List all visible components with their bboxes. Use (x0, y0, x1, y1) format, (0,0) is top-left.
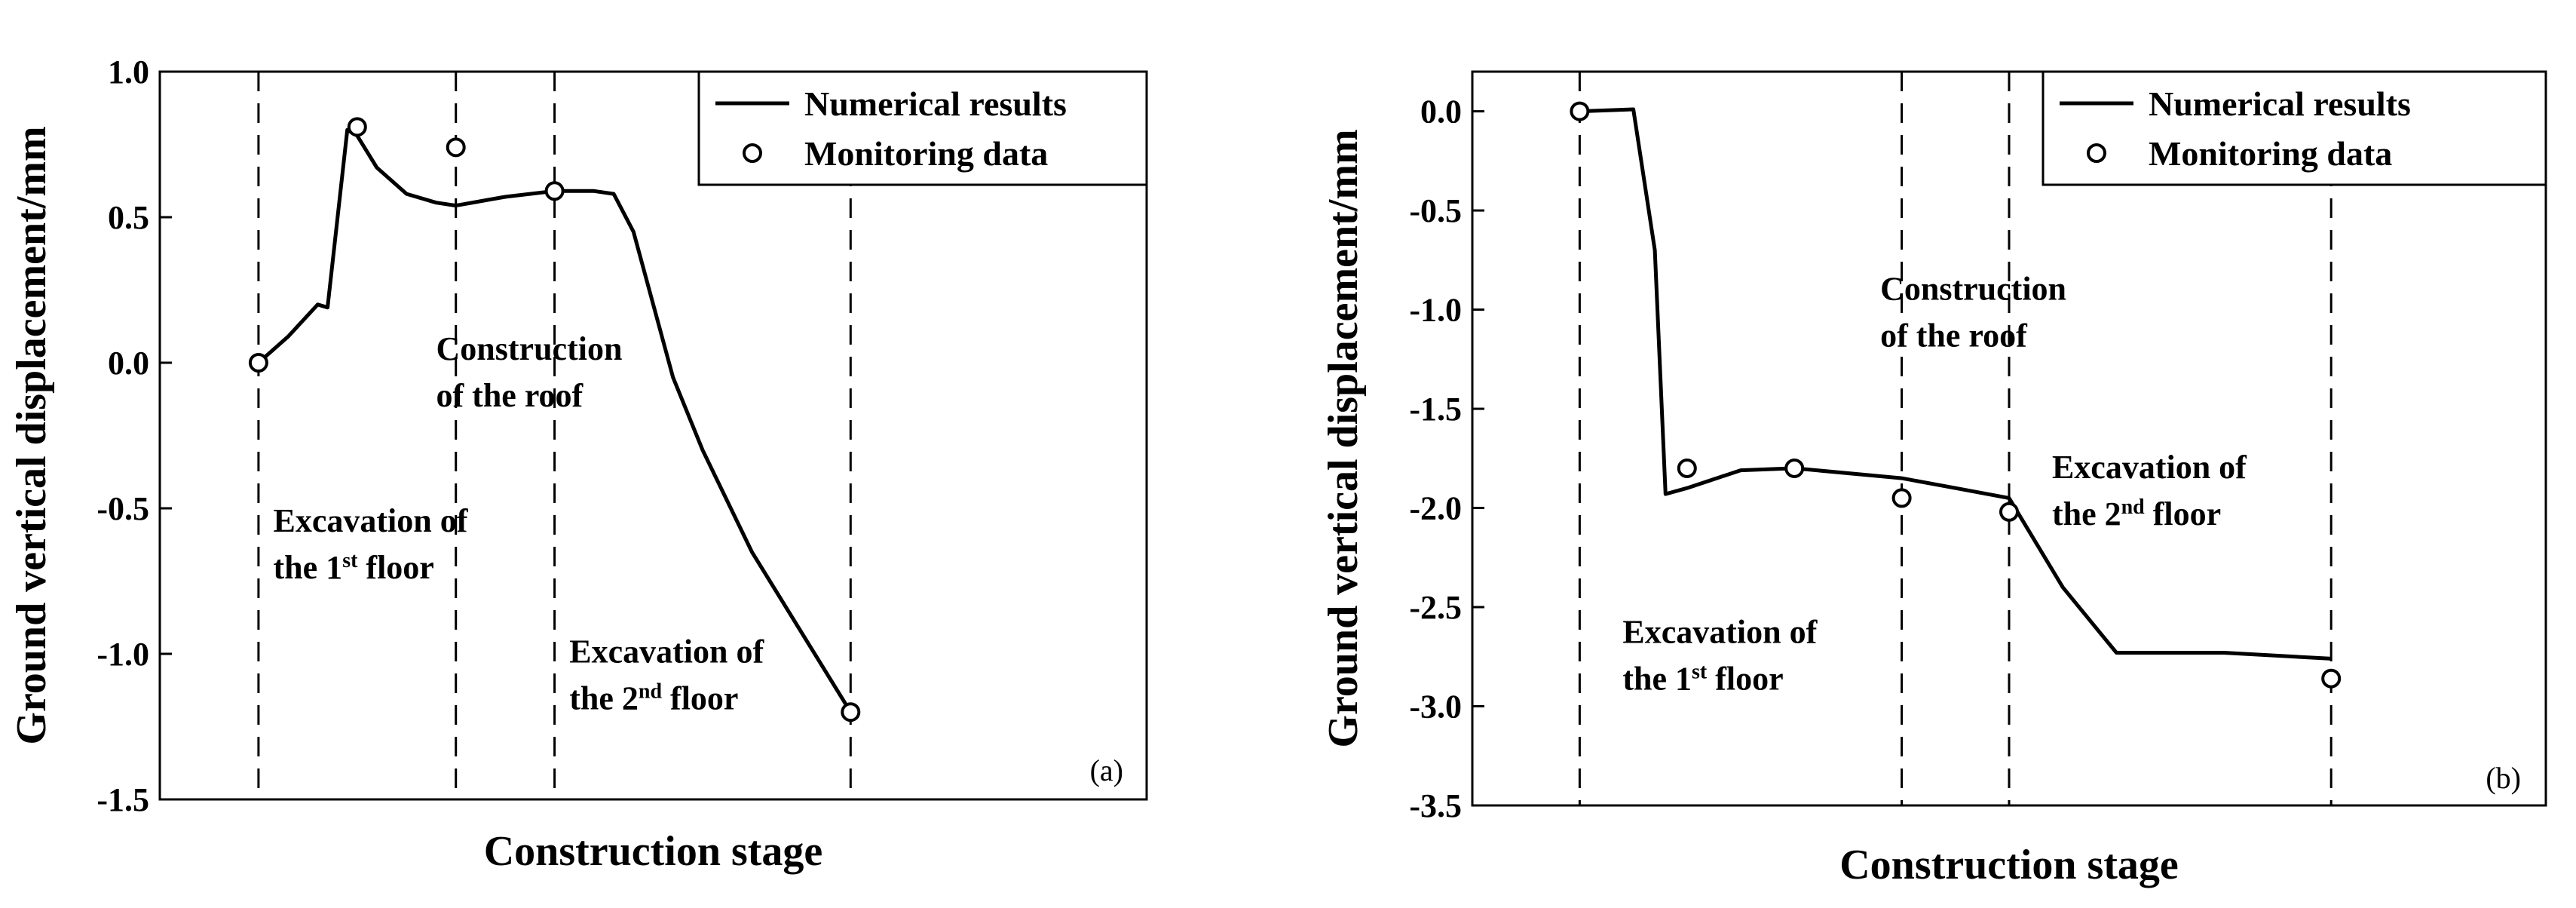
annotation-text: Construction (1880, 270, 2066, 307)
annotation-segment: of the roof (436, 377, 584, 414)
monitoring-data-point (347, 117, 367, 137)
monitoring-data-point (1570, 101, 1590, 121)
legend-box (697, 70, 1148, 186)
legend-label-numerical-results: Numerical results (2149, 84, 2411, 123)
y-axis-title: Ground vertical displacement/mm (8, 126, 55, 744)
y-tick-label: -2.0 (1409, 490, 1462, 527)
plot-frame (158, 70, 1148, 801)
annotation-segment: Construction (1880, 270, 2066, 307)
annotation-segment: the 2 (569, 680, 639, 717)
annotation-segment: of the roof (1880, 317, 2028, 354)
monitoring-data-point (446, 137, 466, 158)
annotation-text: Excavation of (569, 633, 764, 670)
legend: Numerical results Monitoring data (2042, 70, 2547, 186)
monitoring-data-point (1784, 458, 1805, 478)
y-tick-label: -1.5 (96, 781, 149, 818)
annotation-segment: Construction (436, 330, 623, 367)
annotation-text: Excavation of (1622, 613, 1818, 650)
y-tick-label: 1.0 (108, 54, 149, 90)
annotation-text: Excavation of (2052, 449, 2247, 486)
legend: Numerical results Monitoring data (697, 70, 1148, 186)
y-axis-title: Ground vertical displacement/mm (1320, 129, 1367, 747)
annotation-segment: floor (357, 549, 433, 586)
legend-marker-swatch (743, 143, 762, 163)
annotation-superscript: st (342, 548, 358, 572)
annotation-segment: Excavation of (274, 502, 469, 539)
annotation-segment: Excavation of (2052, 449, 2247, 486)
y-tick-label: -3.0 (1409, 689, 1462, 725)
monitoring-data-point (1999, 502, 2019, 522)
series-numerical-results-line (257, 127, 853, 713)
annotation-segment: the 2 (2052, 495, 2121, 532)
y-tick-label: -2.5 (1409, 589, 1462, 626)
legend-label-monitoring-data: Monitoring data (804, 134, 1048, 173)
panel-label: (b) (2486, 761, 2521, 795)
annotation-text: Construction (436, 330, 623, 367)
y-tick-label: -0.5 (1409, 192, 1462, 229)
y-tick-label: -3.5 (1409, 787, 1462, 824)
annotation-text: of the roof (436, 377, 584, 414)
annotation-text: the 1st floor (274, 548, 434, 586)
monitoring-data-point (1677, 458, 1697, 478)
monitoring-data-point (1891, 488, 1912, 508)
legend-label-monitoring-data: Monitoring data (2149, 134, 2392, 173)
y-tick-label: -0.5 (96, 490, 149, 527)
series-numerical-results-line (1579, 107, 2332, 661)
annotation-text: Excavation of (274, 502, 469, 539)
chart-panel-a: 1.0 0.5 0.0 -0.5 -1.0 -1.5 Construction of the … (8, 54, 1148, 875)
x-axis-title: Construction stage (484, 828, 823, 875)
monitoring-data-point (841, 702, 861, 722)
monitoring-data-point (544, 181, 565, 201)
annotation-segment: Excavation of (569, 633, 764, 670)
annotation-segment: the 1 (1622, 660, 1692, 697)
x-axis-title: Construction stage (1839, 842, 2179, 888)
y-tick-label: 0.0 (1420, 94, 1462, 130)
monitoring-data-point (2321, 668, 2342, 689)
panel-label: (a) (1090, 753, 1123, 787)
y-tick-label: 0.0 (108, 345, 149, 382)
legend-label-numerical-results: Numerical results (804, 84, 1067, 123)
y-tick-label: -1.0 (96, 636, 149, 673)
y-tick-label: -1.5 (1409, 391, 1462, 428)
annotation-segment: floor (2145, 495, 2221, 532)
legend-marker-swatch (2087, 143, 2106, 163)
annotation-text: the 1st floor (1622, 660, 1783, 698)
monitoring-data-point (248, 353, 268, 373)
annotation-superscript: st (1692, 660, 1708, 683)
y-tick-label: -1.0 (1409, 292, 1462, 329)
annotation-segment: Excavation of (1622, 613, 1818, 650)
annotation-segment: floor (662, 680, 738, 717)
annotation-text: the 2nd floor (569, 679, 738, 717)
annotation-superscript: nd (639, 679, 663, 703)
annotation-text: of the roof (1880, 317, 2028, 354)
chart-panel-b: 0.0 -0.5 -1.0 -1.5 -2.0 -2.5 -3.0 -3.5 Construct… (1320, 70, 2547, 888)
legend-box (2042, 70, 2547, 186)
y-tick-label: 0.5 (108, 199, 149, 236)
annotation-text: the 2nd floor (2052, 495, 2221, 533)
annotation-superscript: nd (2121, 495, 2146, 519)
annotation-segment: the 1 (274, 549, 343, 586)
annotation-segment: floor (1707, 660, 1783, 697)
